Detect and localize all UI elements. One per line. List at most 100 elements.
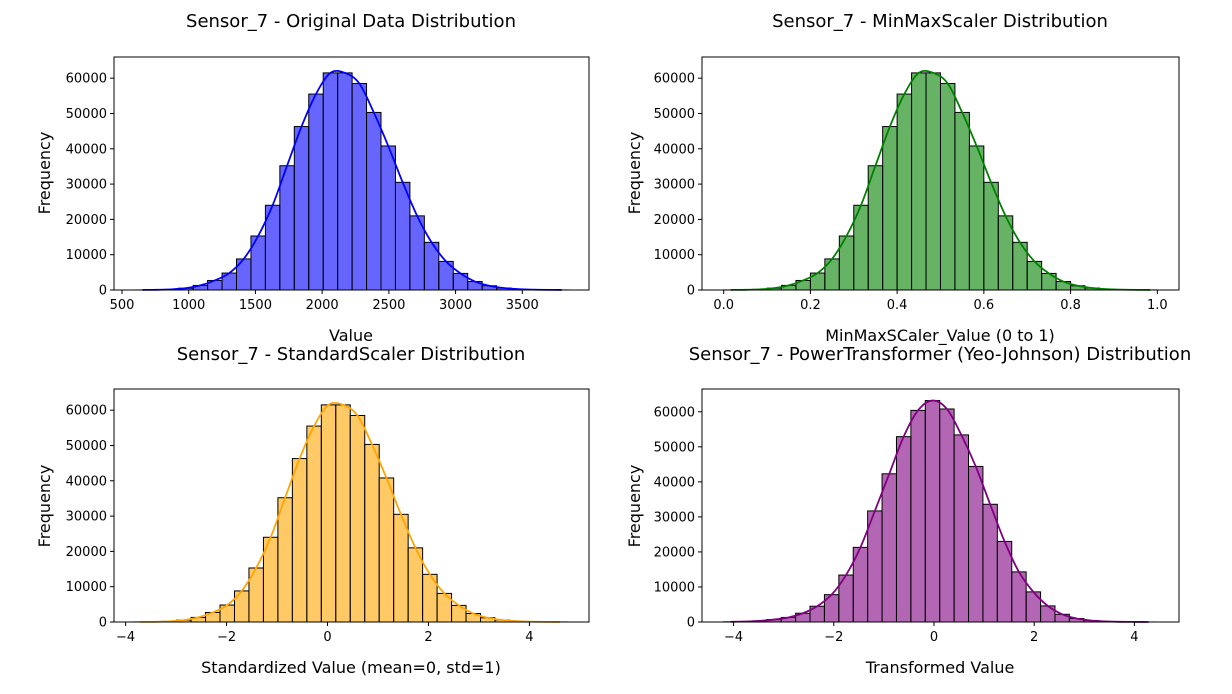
x-tick-label: 2000 [306,298,339,313]
y-axis-label: Frequency [625,465,644,548]
histogram-bar [291,458,308,623]
y-tick-label: 40000 [66,142,107,157]
kde-curve [140,401,561,623]
histogram-bar [349,414,366,623]
x-tick-label: 1500 [239,298,272,313]
panel-original: 500 1000 1500 2000 2500 3000 3500 0 10000 20000 30… [35,11,590,345]
histogram-bar [896,93,913,291]
y-tick-label: 10000 [654,580,695,595]
histogram-bar [378,477,395,623]
histogram-bar [924,400,941,623]
histogram-bar [380,145,396,291]
kde-curve [730,399,1149,623]
histogram-bar [882,126,898,291]
histogram-bar [366,111,382,291]
y-tick-label: 60000 [66,404,107,419]
y-tick-label: 30000 [654,510,695,525]
histogram-bar [953,434,970,623]
y-axis-label: Frequency [625,132,644,215]
x-tick-label: 3500 [506,298,539,313]
histogram-bar [320,404,337,623]
chart-title: Sensor_7 - StandardScaler Distribution [177,344,526,365]
chart-title: Sensor_7 - MinMaxScaler Distribution [772,11,1108,32]
histogram-bar [968,145,985,291]
x-axis-label: MinMaxSCaler_Value (0 to 1) [825,326,1055,346]
histogram-bar [939,408,955,623]
panel-minmax: 0.0 0.2 0.4 0.6 0.8 1.0 0 10000 20000 30000 40000 5… [625,11,1180,346]
x-tick-label: 0.6 [974,298,995,313]
y-tick-label: 50000 [66,439,107,454]
histogram-bar [308,93,324,291]
x-tick-label: 2 [424,630,432,645]
y-tick-label: 20000 [66,213,107,228]
histogram-bar [394,181,411,291]
plot-area [113,56,590,291]
y-tick-label: 40000 [654,142,695,157]
y-tick-label: 60000 [654,72,695,87]
x-tick-label: 1.0 [1147,298,1168,313]
x-tick-label: −2 [824,630,843,645]
histogram-bar [895,436,912,623]
histogram-bar [867,165,884,291]
histogram-bar [279,165,295,291]
x-tick-label: 0 [323,630,331,645]
x-axis-label: Standardized Value (mean=0, std=1) [201,658,501,677]
x-tick-label: 4 [525,630,533,645]
x-tick-label: −4 [116,630,135,645]
x-tick-label: −2 [217,630,236,645]
y-tick-label: 0 [99,284,107,299]
histogram-bar [954,111,970,291]
panel-standard: −4 −2 0 2 4 0 10000 20000 30000 40000 50000 60000 S… [35,344,590,677]
y-tick-label: 0 [687,616,695,631]
x-tick-label: 0.8 [1060,298,1081,313]
histogram-bar [337,72,353,291]
y-tick-label: 50000 [654,440,695,455]
histogram-bar [364,443,380,623]
y-tick-label: 10000 [66,248,107,263]
histogram-bar [1040,605,1056,623]
histogram-bar [277,497,293,623]
y-tick-label: 30000 [654,178,695,193]
y-tick-label: 10000 [654,248,695,263]
x-tick-label: 0.0 [713,298,734,313]
histogram-bar [351,82,368,291]
y-tick-label: 20000 [654,213,695,228]
histogram-bar [939,82,956,291]
x-tick-label: −4 [724,630,743,645]
histogram-bar [293,126,310,291]
x-tick-label: 2 [1030,630,1038,645]
x-tick-label: 2500 [372,298,405,313]
y-tick-label: 30000 [66,178,107,193]
y-tick-label: 40000 [654,475,695,490]
y-tick-label: 60000 [66,72,107,87]
histogram-bar [335,404,351,623]
histogram-bar [881,473,897,623]
x-tick-label: 3000 [439,298,472,313]
x-tick-label: 0.4 [887,298,908,313]
y-tick-label: 30000 [66,510,107,525]
histogram-bar [910,409,926,623]
y-tick-label: 40000 [66,474,107,489]
y-tick-label: 50000 [654,107,695,122]
x-tick-label: 1000 [172,298,205,313]
x-tick-label: 500 [110,298,135,313]
histogram-bar [911,72,927,291]
histogram-bar [306,425,322,623]
y-axis-label: Frequency [35,465,54,548]
x-tick-label: 0.2 [800,298,821,313]
histogram-bar [393,513,409,623]
histogram-bar [322,72,339,291]
y-axis-label: Frequency [35,132,54,215]
histogram-bar [982,503,998,623]
y-tick-label: 0 [687,284,695,299]
y-tick-label: 0 [99,616,107,631]
x-axis-label: Value [329,326,373,345]
y-tick-label: 60000 [654,405,695,420]
y-tick-label: 50000 [66,107,107,122]
x-tick-label: 4 [1130,630,1138,645]
histogram-bar [925,72,941,291]
histogram-bar [968,465,984,623]
kde-curve [730,69,1151,291]
y-tick-label: 20000 [654,545,695,560]
